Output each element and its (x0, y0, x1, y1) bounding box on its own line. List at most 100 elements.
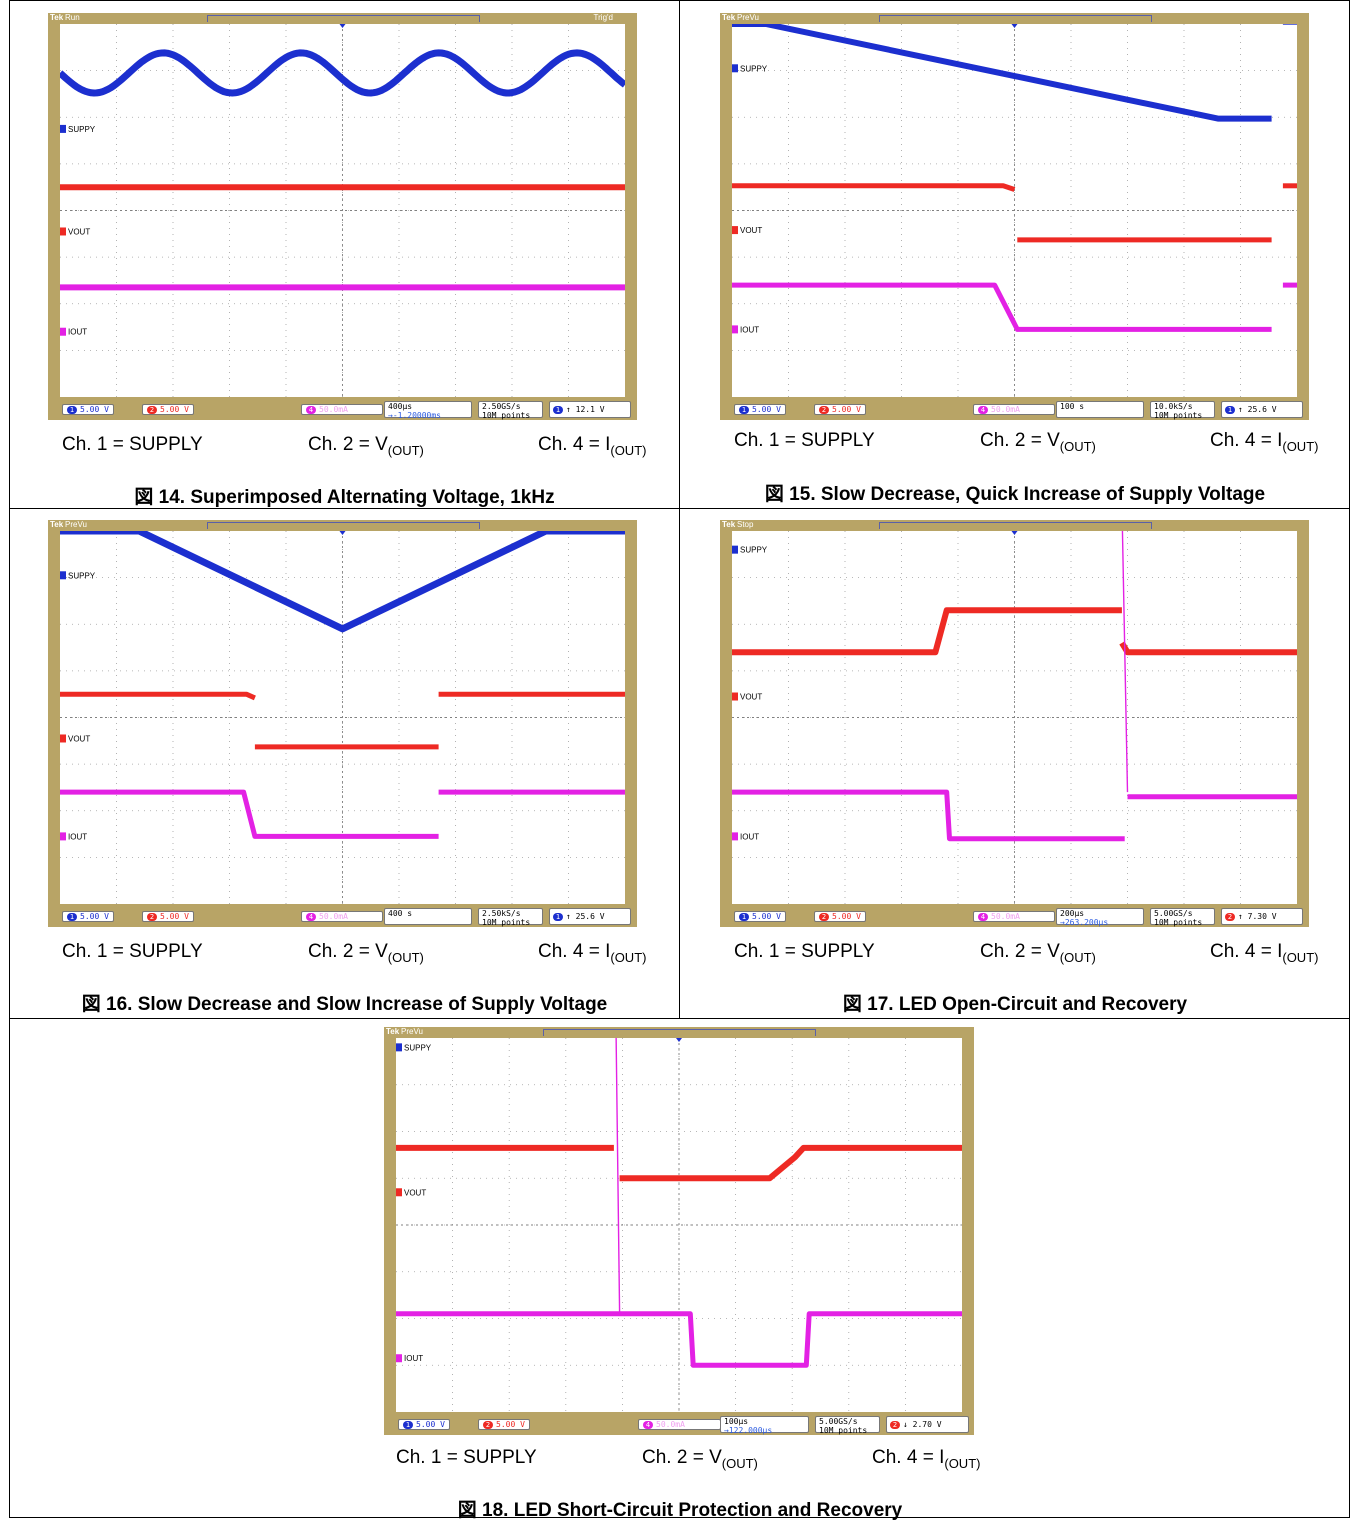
channel-label: VOUT (740, 226, 762, 235)
legend-ch1: Ch. 1 = SUPPLY (62, 941, 203, 962)
scope-status-bar: Tek Run Trig'd (48, 13, 637, 23)
legend-ch1: Ch. 1 = SUPPLY (734, 941, 875, 962)
ch2-scale-readout: 2 5.00 V (142, 404, 194, 415)
trace-iout (396, 1038, 962, 1368)
trace-iout (60, 789, 625, 839)
channel-marker-2 (396, 1188, 402, 1197)
channel-marker-1 (732, 64, 738, 73)
ch1-scale-readout: 1 5.00 V (62, 911, 114, 922)
sample-rate-readout: 2.50kS/s 10M points (478, 908, 543, 927)
legend-ch2: Ch. 2 = V(OUT) (980, 430, 1096, 454)
scope-status-bar: Tek Stop (720, 520, 1309, 530)
trace-segment (732, 789, 1125, 842)
sample-rate-readout: 10.0kS/s 10M points (1150, 401, 1215, 420)
ch1-scale-readout: 1 5.00 V (734, 404, 786, 415)
grid (732, 24, 1297, 397)
acquisition-status: Run (65, 13, 80, 22)
grid (60, 24, 625, 397)
scope-graticule: SUPPY VOUT IOUT (732, 24, 1297, 397)
channel-marker-2 (732, 226, 738, 235)
trace-segment (732, 183, 1016, 192)
record-view-bar (879, 15, 1152, 22)
scope-readout-bar: 1 5.00 V 2 5.00 V 4 50.0mA 400 s 2.50kS/s 10M po… (48, 905, 637, 927)
figure-caption-fig16: 図 16. Slow Decrease and Slow Increase of… (81, 994, 608, 1015)
sample-rate-readout: 5.00GS/s 10M points (815, 1416, 880, 1435)
horizontal-scale-readout: 400 s (384, 908, 472, 925)
legend-ch1: Ch. 1 = SUPPLY (396, 1447, 537, 1468)
ch2-scale-readout: 2 5.00 V (478, 1419, 530, 1430)
trace-vout (396, 1144, 962, 1182)
channel-label: VOUT (404, 1188, 426, 1197)
channel-marker-4 (60, 832, 66, 841)
ch4-scale-readout: 4 50.0mA (301, 404, 383, 415)
channel-label: SUPPY (740, 546, 768, 555)
scope-graticule: SUPPY VOUT IOUT (60, 24, 625, 397)
scope-screenshot-fig17: Tek Stop SUPPY VOUT IOUT 1 5.00 V 2 5.00 V 4 50.0m… (720, 520, 1309, 927)
scope-status-bar: Tek PreVu (720, 13, 1309, 23)
channel-marker-2 (60, 227, 66, 236)
horizontal-scale-readout: 100 s (1056, 401, 1144, 418)
channel-marker-2 (60, 734, 66, 743)
channel-marker-1 (732, 545, 738, 554)
record-view-bar (879, 522, 1152, 529)
tek-logo: Tek (386, 1027, 400, 1036)
column-divider (679, 0, 680, 1018)
tek-logo: Tek (50, 520, 64, 529)
horizontal-scale-readout: 100µs →122.000µs (720, 1416, 809, 1435)
trace-suppy (732, 24, 1297, 122)
ch2-scale-readout: 2 5.00 V (142, 911, 194, 922)
channel-label: VOUT (68, 227, 90, 236)
legend-ch4: Ch. 4 = I(OUT) (1210, 430, 1319, 454)
trace-suppy (60, 49, 625, 97)
scope-status-bar: Tek PreVu (384, 1027, 974, 1037)
legend-ch4: Ch. 4 = I(OUT) (1210, 941, 1319, 965)
figure-caption-fig17: 図 17. LED Open-Circuit and Recovery (842, 994, 1188, 1015)
scope-readout-bar: 1 5.00 V 2 5.00 V 4 50.0mA 400µs →-1.20000ms 2.5… (48, 398, 637, 420)
trace-segment (615, 1038, 621, 1314)
channel-marker-1 (60, 124, 66, 133)
scope-graticule: SUPPY VOUT IOUT (396, 1038, 962, 1412)
grid (396, 1038, 962, 1412)
ch4-scale-readout: 4 50.0mA (973, 911, 1055, 922)
ch2-scale-readout: 2 5.00 V (814, 404, 866, 415)
figure-caption-fig15: 図 15. Slow Decrease, Quick Increase of S… (764, 484, 1266, 505)
grid (732, 531, 1297, 904)
trace-segment (60, 531, 625, 633)
trigger-position-marker (339, 531, 346, 535)
scope-status-bar: Tek PreVu (48, 520, 637, 530)
legend-ch4: Ch. 4 = I(OUT) (538, 434, 647, 458)
ch4-scale-readout: 4 50.0mA (301, 911, 383, 922)
channel-label: IOUT (68, 832, 87, 841)
trigger-status: Trig'd (593, 13, 613, 22)
channel-label: IOUT (740, 832, 759, 841)
row-divider-2 (9, 1018, 1350, 1019)
scope-screenshot-fig18: Tek PreVu SUPPY VOUT IOUT 1 5.00 V 2 5.00 V 4 50.0… (384, 1027, 974, 1435)
trace-segment (60, 789, 439, 839)
trigger-position-marker (339, 24, 346, 28)
scope-screenshot-fig15: Tek PreVu SUPPY VOUT IOUT 1 5.00 V 2 5.00 V 4 50.0… (720, 13, 1309, 420)
trace-segment (396, 1311, 962, 1368)
ch1-scale-readout: 1 5.00 V (62, 404, 114, 415)
legend-ch2: Ch. 2 = V(OUT) (308, 434, 424, 458)
ch4-scale-readout: 4 50.0mA (973, 404, 1055, 415)
trace-segment (619, 1144, 962, 1182)
channel-label: IOUT (68, 328, 87, 337)
row-divider-1 (9, 508, 1350, 509)
trace-segment (732, 282, 1272, 332)
figure-caption-fig14: 図 14. Superimposed Alternating Voltage, … (134, 487, 555, 508)
legend-ch1: Ch. 1 = SUPPLY (734, 430, 875, 451)
trace-vout (732, 607, 1297, 656)
legend-ch4: Ch. 4 = I(OUT) (538, 941, 647, 965)
trigger-readout: 2 ↑ 7.30 V (1221, 908, 1303, 925)
tek-logo: Tek (50, 13, 64, 22)
channel-marker-1 (396, 1043, 402, 1052)
sample-rate-readout: 2.50GS/s 10M points (478, 401, 543, 420)
trace-vout (60, 691, 625, 750)
channel-label: SUPPY (68, 571, 96, 580)
record-view-bar (207, 522, 480, 529)
scope-screenshot-fig14: Tek Run Trig'd SUPPY VOUT IOUT 1 5.00 V 2 5.00 V 4… (48, 13, 637, 420)
sample-rate-readout: 5.00GS/s 10M points (1150, 908, 1215, 927)
record-view-bar (543, 1029, 816, 1036)
channel-label: SUPPY (740, 64, 768, 73)
horizontal-scale-readout: 200µs →263.200µs (1056, 908, 1144, 927)
